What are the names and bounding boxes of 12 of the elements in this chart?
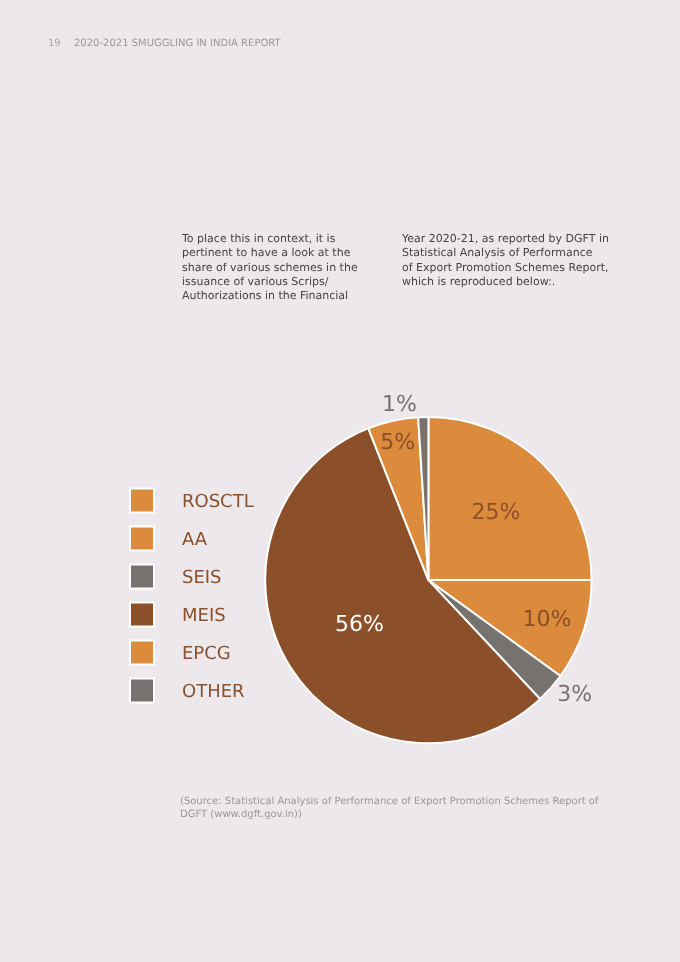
legend-label: MEIS <box>182 607 227 628</box>
data-label: 3% <box>557 680 593 707</box>
data-label: 1% <box>381 390 417 417</box>
legend-label: ROSCTL <box>182 493 254 514</box>
legend-label: OTHER <box>182 683 245 704</box>
data-label: 56% <box>335 610 384 637</box>
data-label: 10% <box>522 605 572 632</box>
legend-label: SEIS <box>182 569 223 590</box>
data-label: 5% <box>380 429 416 456</box>
data-label: 25% <box>471 499 521 526</box>
legend-label: AA <box>182 531 209 552</box>
legend-label: EPCG <box>182 645 231 666</box>
